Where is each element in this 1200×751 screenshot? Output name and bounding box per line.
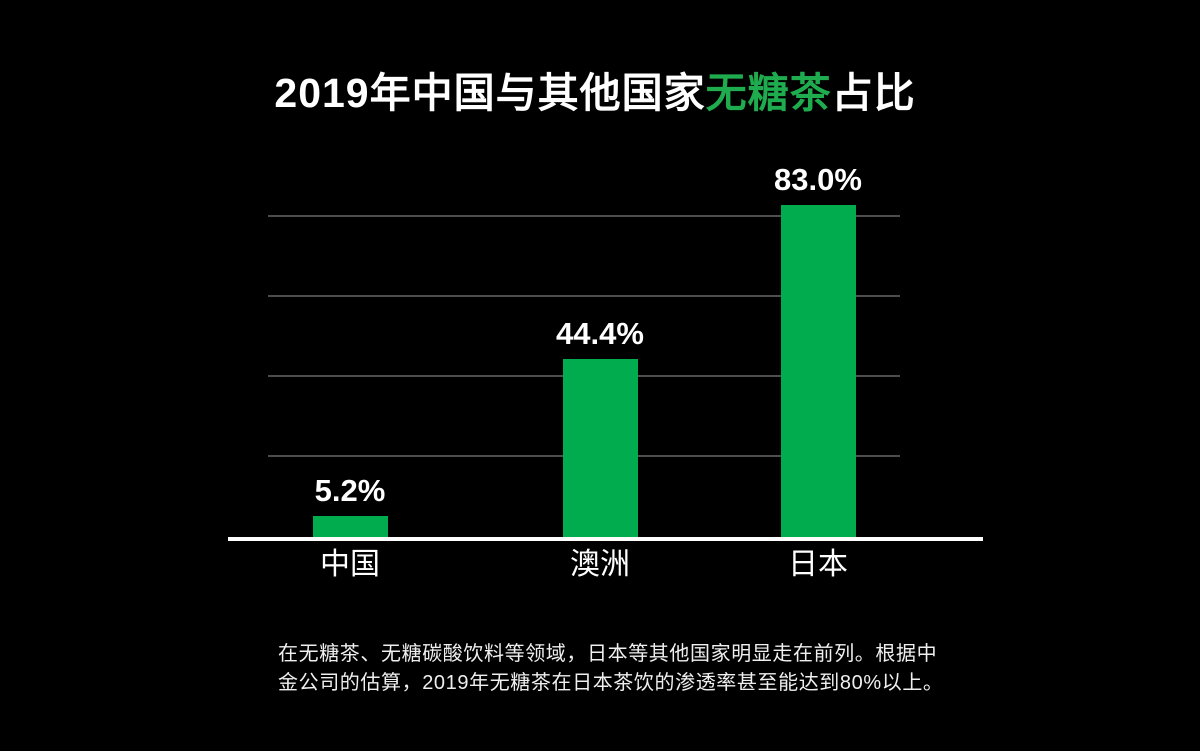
x-axis-line xyxy=(228,537,983,541)
value-label: 5.2% xyxy=(314,473,386,508)
footnote-line-2: 金公司的估算，2019年无糖茶在日本茶饮的渗透率甚至能达到80%以上。 xyxy=(278,672,944,694)
gridline xyxy=(268,215,900,217)
gridline xyxy=(268,295,900,297)
value-label: 83.0% xyxy=(774,162,862,197)
title-highlight: 无糖茶 xyxy=(705,70,832,116)
title-suffix: 占比 xyxy=(831,70,916,116)
category-label: 中国 xyxy=(320,548,380,581)
value-label: 44.4% xyxy=(556,316,644,351)
bar-1 xyxy=(312,516,388,537)
chart-title: 2019年中国与其他国家无糖茶占比 xyxy=(0,66,1190,120)
footnote: 在无糖茶、无糖碳酸饮料等领域，日本等其他国家明显走在前列。根据中 金公司的估算，… xyxy=(278,640,943,698)
bar-2 xyxy=(562,359,638,537)
footnote-line-1: 在无糖茶、无糖碳酸饮料等领域，日本等其他国家明显走在前列。根据中 xyxy=(278,643,938,665)
category-label: 澳洲 xyxy=(570,548,630,581)
category-label: 日本 xyxy=(788,548,848,581)
bar-3 xyxy=(780,205,856,537)
title-prefix: 2019年中国与其他国家 xyxy=(274,70,706,116)
